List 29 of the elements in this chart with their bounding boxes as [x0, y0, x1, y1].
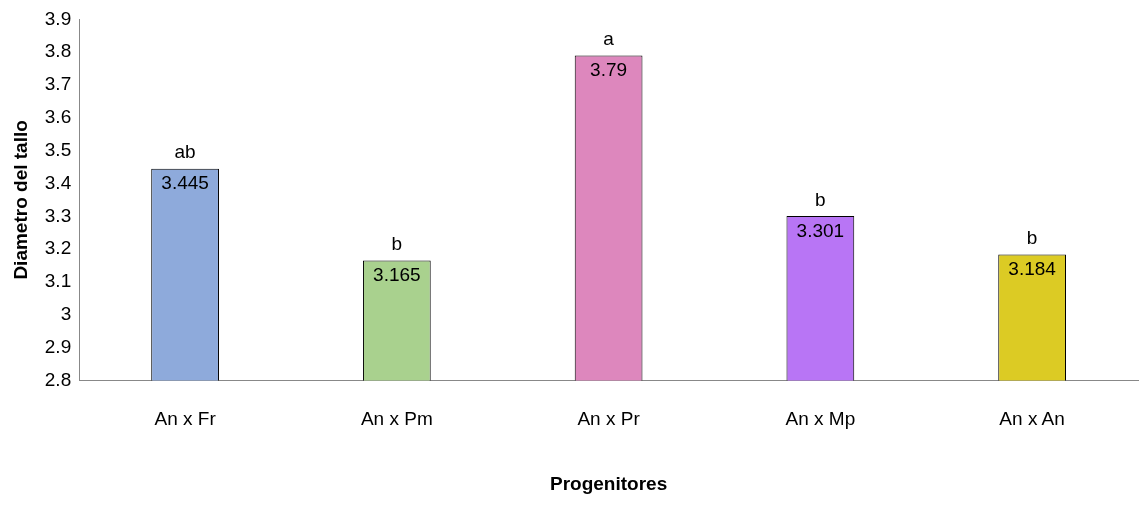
x-tick-label: An x Mp: [785, 408, 856, 430]
x-tick-label: An x An: [999, 408, 1065, 430]
y-tick-label: 3.6: [44, 106, 72, 128]
data-label: 3.79: [590, 59, 628, 81]
y-tick-label: 3.8: [44, 40, 72, 62]
x-tick-label: An x Pm: [360, 408, 433, 430]
data-label: 3.445: [161, 172, 209, 194]
y-tick-label: 3.9: [44, 7, 72, 29]
y-tick-label: 3.2: [44, 237, 72, 259]
annotation: b: [1026, 227, 1038, 249]
annotation: a: [603, 28, 615, 50]
y-tick-label: 2.9: [44, 335, 72, 357]
y-tick-label: 3: [60, 303, 72, 324]
data-label: 3.184: [1008, 258, 1057, 280]
y-tick-label: 3.3: [44, 204, 72, 226]
x-axis-title: Progenitores: [550, 472, 668, 494]
annotation: b: [815, 188, 826, 210]
y-tick-label: 2.8: [44, 368, 72, 390]
annotation: b: [391, 233, 403, 255]
y-tick-label: 3.1: [44, 270, 72, 292]
data-label: 3.165: [373, 264, 421, 286]
annotation: ab: [174, 141, 196, 163]
y-tick-label: 3.5: [44, 138, 72, 160]
data-label: 3.301: [796, 219, 845, 241]
y-tick-label: 3.7: [44, 73, 72, 95]
x-tick-label: An x Pr: [577, 408, 641, 430]
x-tick-label: An x Fr: [154, 408, 217, 430]
y-axis-title: Diametro del tallo: [9, 120, 31, 280]
y-tick-label: 3.4: [44, 171, 72, 193]
